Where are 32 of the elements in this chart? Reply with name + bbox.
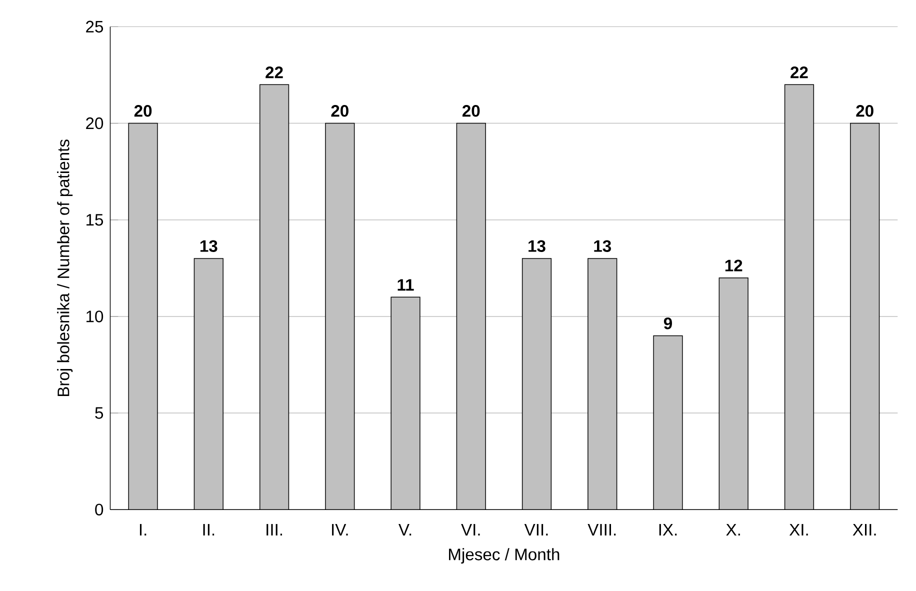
x-tick-label: II.: [203, 524, 214, 536]
data-label: 20: [856, 104, 874, 117]
data-label: 22: [266, 66, 283, 78]
x-tick-label: I.: [140, 524, 146, 536]
x-axis-title: Mjesec / Month: [449, 548, 560, 564]
y-tick-label: 5: [95, 407, 104, 419]
x-tick-label: VII.: [524, 524, 548, 536]
data-label: 20: [134, 104, 152, 117]
y-tick-label: 10: [86, 310, 104, 322]
data-label: 22: [790, 66, 808, 78]
y-tick-label: 0: [95, 504, 104, 516]
x-tick-label: VI.: [461, 524, 480, 536]
x-tick-label: IX.: [659, 524, 677, 536]
data-label: 11: [398, 279, 414, 291]
x-tick-label: XII.: [852, 524, 876, 536]
data-label: 20: [462, 104, 480, 117]
data-label: 12: [725, 260, 742, 272]
x-tick-label: X.: [726, 524, 740, 536]
y-axis-title: Broj bolesnika / Number of patients: [57, 140, 73, 396]
y-tick-label: 20: [86, 117, 104, 130]
x-tick-label: VIII.: [588, 524, 616, 536]
x-tick-label: III.: [266, 524, 282, 536]
data-label: 9: [664, 317, 672, 330]
data-label: 13: [200, 240, 218, 252]
x-tick-label: XI.: [789, 524, 808, 536]
x-tick-label: IV.: [332, 524, 348, 536]
data-label: 20: [331, 104, 348, 117]
y-tick-label: 25: [86, 20, 104, 33]
data-label: 13: [528, 240, 546, 252]
y-tick-label: 15: [86, 214, 104, 226]
data-label: 13: [594, 240, 611, 252]
x-tick-label: V.: [398, 524, 412, 536]
